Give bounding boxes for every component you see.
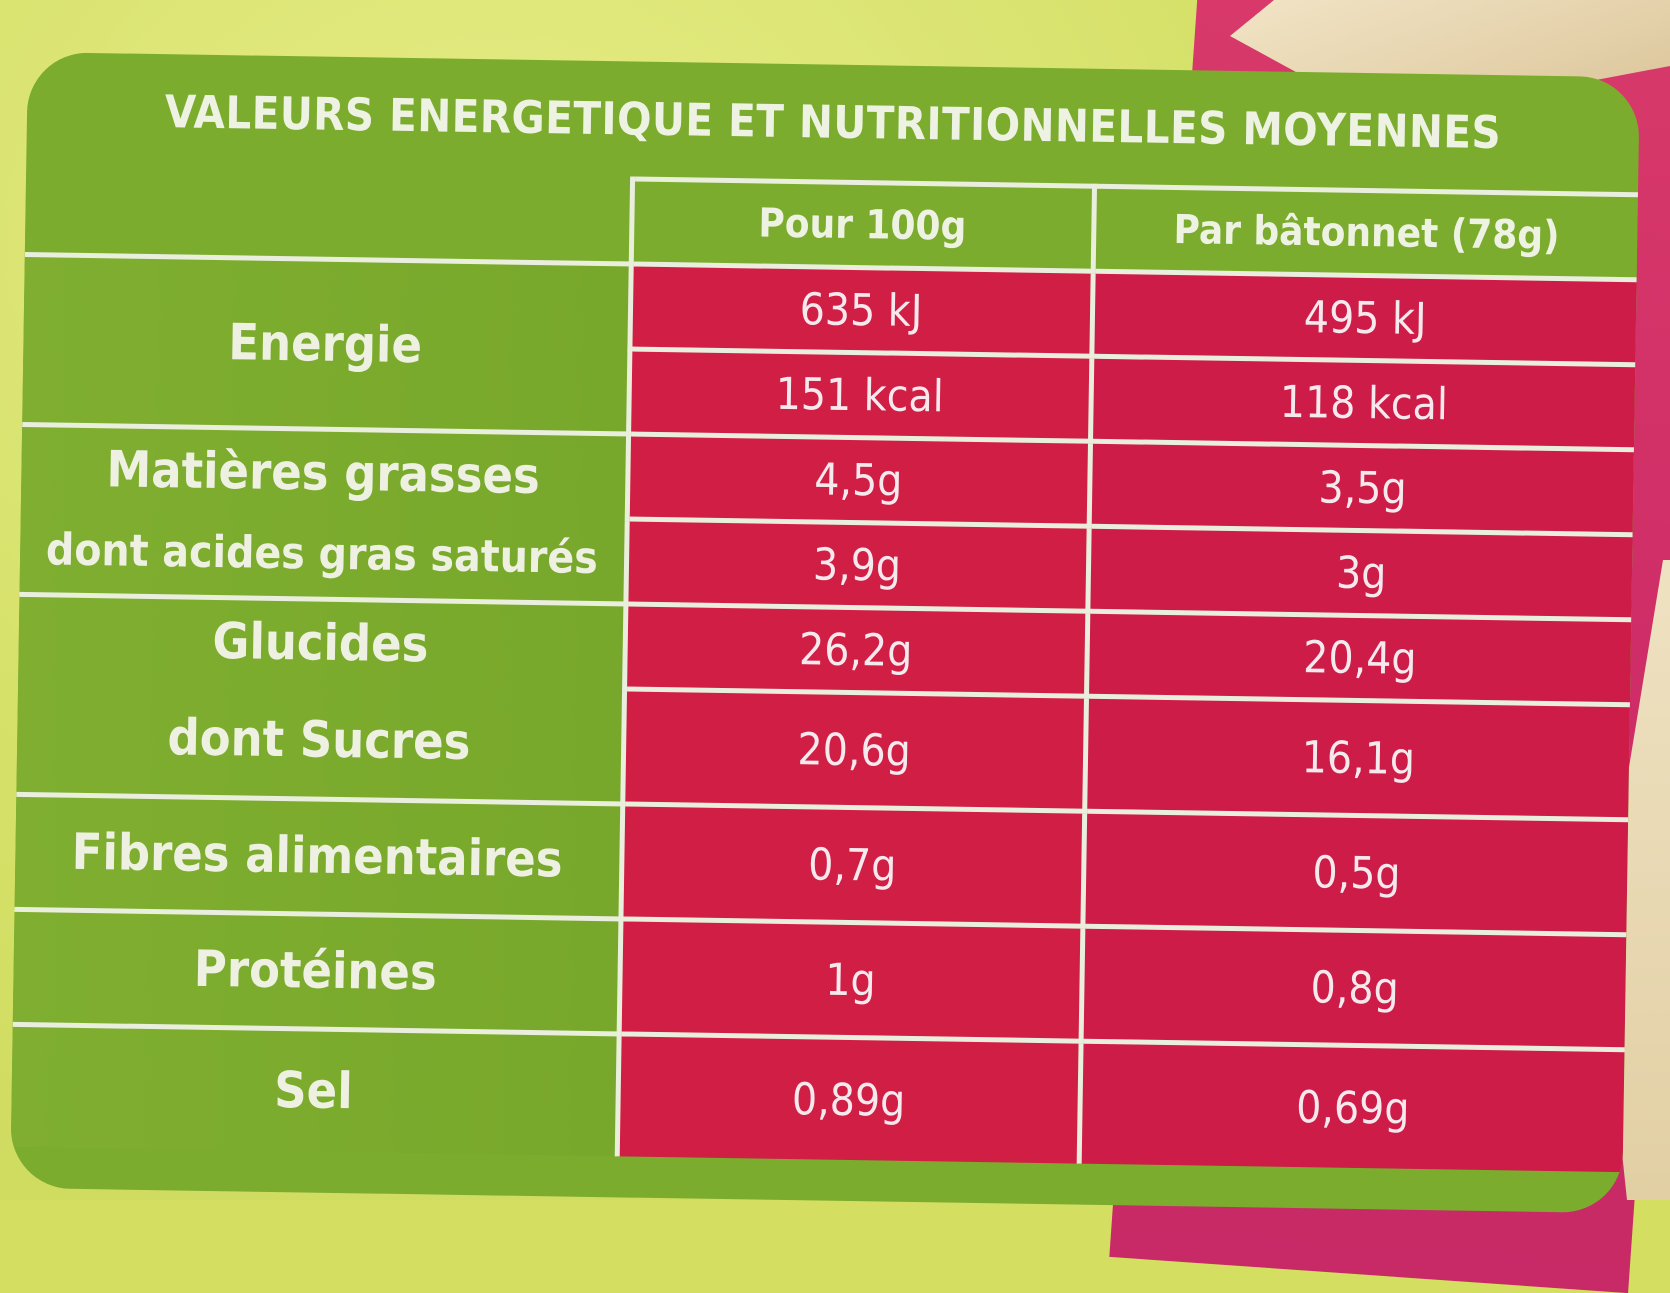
nutrition-table: Pour 100g Par bâtonnet (78g) Energie 635… xyxy=(10,167,1638,1173)
protein-100g: 1g xyxy=(618,918,1083,1042)
header-blank-cell xyxy=(24,169,633,264)
energy-kj-100g: 635 kJ xyxy=(629,263,1093,357)
energy-label: Energie xyxy=(22,254,631,434)
saturated-label: dont acides gras saturés xyxy=(19,509,627,604)
sugars-stick: 16,1g xyxy=(1084,696,1630,820)
carbs-stick: 20,4g xyxy=(1086,611,1632,705)
energy-kcal-100g: 151 kcal xyxy=(628,348,1092,442)
salt-stick: 0,69g xyxy=(1078,1041,1625,1173)
fibre-100g: 0,7g xyxy=(620,803,1085,927)
carbs-100g: 26,2g xyxy=(624,603,1088,697)
header-per-100g: Pour 100g xyxy=(630,179,1095,272)
fat-label: Matières grasses xyxy=(20,424,629,519)
saturated-stick: 3g xyxy=(1087,526,1633,620)
nutrition-panel: VALEURS ENERGETIQUE ET NUTRITIONNELLES M… xyxy=(10,52,1640,1214)
saturated-100g: 3,9g xyxy=(625,518,1089,612)
energy-kcal-stick: 118 kcal xyxy=(1090,356,1636,450)
fat-100g: 4,5g xyxy=(626,433,1091,527)
fibre-label: Fibres alimentaires xyxy=(14,794,623,919)
header-per-stick: Par bâtonnet (78g) xyxy=(1092,186,1638,280)
sugars-100g: 20,6g xyxy=(622,688,1087,812)
sugars-label: dont Sucres xyxy=(16,679,625,804)
salt-label: Sel xyxy=(10,1024,619,1157)
protein-label: Protéines xyxy=(12,909,621,1034)
fibre-stick: 0,5g xyxy=(1082,811,1629,935)
salt-100g: 0,89g xyxy=(616,1033,1081,1164)
protein-stick: 0,8g xyxy=(1080,926,1627,1050)
carbs-label: Glucides xyxy=(18,594,626,689)
energy-kj-stick: 495 kJ xyxy=(1091,271,1637,365)
fat-stick: 3,5g xyxy=(1088,441,1634,535)
table-row: Sel 0,89g 0,69g xyxy=(10,1024,1625,1173)
